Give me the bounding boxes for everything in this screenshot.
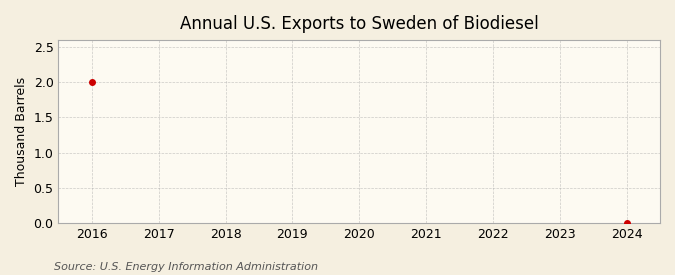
Text: Source: U.S. Energy Information Administration: Source: U.S. Energy Information Administ… — [54, 262, 318, 272]
Title: Annual U.S. Exports to Sweden of Biodiesel: Annual U.S. Exports to Sweden of Biodies… — [180, 15, 539, 33]
Y-axis label: Thousand Barrels: Thousand Barrels — [15, 77, 28, 186]
